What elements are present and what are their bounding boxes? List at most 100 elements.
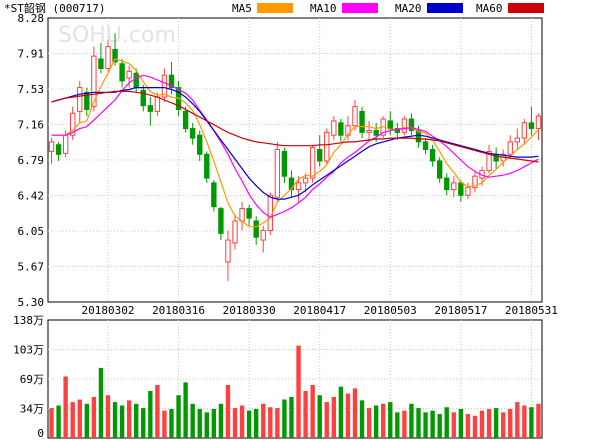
volume-bar bbox=[282, 399, 287, 438]
date-tick-label: 20180417 bbox=[293, 304, 346, 317]
candle-body bbox=[126, 70, 132, 79]
volume-tick-label: 0 bbox=[37, 427, 44, 440]
volume-bar bbox=[119, 405, 125, 438]
candle bbox=[246, 204, 252, 226]
volume-bar bbox=[416, 408, 421, 438]
candle-body bbox=[366, 129, 372, 133]
legend-swatch-ma5 bbox=[257, 3, 293, 13]
price-tick-label: 5.67 bbox=[18, 261, 45, 274]
candle-body bbox=[352, 106, 358, 127]
volume-bar bbox=[508, 408, 513, 438]
candle bbox=[528, 106, 535, 136]
candle-body bbox=[324, 131, 330, 162]
price-tick-label: 8.28 bbox=[18, 12, 45, 25]
volume-bar bbox=[275, 408, 280, 438]
volume-bar bbox=[183, 382, 188, 438]
volume-bar bbox=[430, 410, 435, 438]
volume-bar bbox=[366, 408, 372, 438]
candle bbox=[359, 106, 365, 139]
volume-bar bbox=[134, 403, 139, 438]
candle-body bbox=[507, 141, 513, 155]
volume-bar bbox=[324, 402, 329, 438]
candle-body bbox=[274, 149, 281, 198]
candle-body bbox=[288, 177, 295, 191]
candle bbox=[288, 170, 295, 198]
candle bbox=[161, 68, 168, 102]
candle bbox=[535, 113, 542, 140]
candle bbox=[352, 99, 358, 131]
candle bbox=[140, 84, 146, 112]
candle-body bbox=[55, 144, 62, 155]
candle-body bbox=[197, 134, 203, 155]
candle bbox=[84, 87, 90, 117]
candle-body bbox=[514, 137, 520, 143]
candle bbox=[436, 157, 443, 183]
volume-bar bbox=[352, 388, 358, 438]
candle bbox=[211, 180, 217, 212]
volume-bar bbox=[437, 414, 442, 438]
volume-bar bbox=[338, 386, 344, 438]
legend-swatch-ma20 bbox=[427, 3, 463, 13]
date-tick-label: 20180302 bbox=[81, 304, 134, 317]
price-axis: 8.28 7.91 7.53 7.16 6.79 6.42 6.05 5.67 5.30 bbox=[18, 12, 45, 309]
volume-bar bbox=[317, 395, 322, 438]
candle-body bbox=[147, 105, 154, 112]
candle bbox=[147, 97, 154, 126]
volume-bar bbox=[409, 403, 414, 438]
candle bbox=[324, 128, 330, 164]
volume-bar bbox=[423, 412, 428, 438]
candle-body bbox=[394, 128, 401, 133]
volume-bar bbox=[105, 395, 111, 438]
candle-body bbox=[302, 177, 309, 184]
candle-body bbox=[98, 58, 104, 70]
candle bbox=[260, 225, 266, 253]
candle bbox=[493, 147, 499, 169]
volume-bar bbox=[529, 407, 534, 438]
candle bbox=[48, 138, 55, 164]
volume-bar bbox=[268, 407, 273, 438]
candle bbox=[422, 138, 429, 155]
candle-body bbox=[458, 182, 464, 196]
volume-bar bbox=[218, 403, 224, 438]
legend-label-ma20: MA20 bbox=[395, 2, 422, 15]
volume-bar bbox=[500, 412, 506, 438]
candle bbox=[168, 61, 175, 95]
ma-line-ma10 bbox=[51, 74, 539, 218]
candle-body bbox=[232, 220, 238, 244]
legend-swatch-ma10 bbox=[342, 3, 378, 13]
candle bbox=[429, 144, 436, 167]
volume-bar bbox=[451, 412, 456, 438]
candle-body bbox=[253, 220, 259, 238]
date-tick-label: 20180517 bbox=[434, 304, 487, 317]
chart-header: *ST韶钢 (000717) MA5 MA10 MA20 MA60 bbox=[4, 1, 544, 15]
candle bbox=[401, 116, 408, 136]
candlesticks bbox=[48, 33, 542, 282]
volume-bar bbox=[232, 408, 238, 438]
candle-body bbox=[451, 182, 457, 191]
candle-body bbox=[281, 150, 288, 177]
volume-bar bbox=[536, 403, 541, 438]
price-tick-label: 6.79 bbox=[18, 154, 45, 167]
candle-body bbox=[535, 115, 542, 130]
volume-bar bbox=[211, 408, 217, 438]
legend-swatch-ma60 bbox=[508, 3, 544, 13]
candle bbox=[274, 141, 281, 202]
candle bbox=[55, 141, 62, 161]
price-tick-label: 7.16 bbox=[18, 119, 45, 132]
volume-bar bbox=[458, 408, 464, 438]
candle bbox=[366, 120, 372, 140]
volume-bar bbox=[197, 408, 202, 438]
candle-body bbox=[401, 118, 408, 133]
candle-body bbox=[387, 120, 393, 130]
ma-line-ma5 bbox=[51, 58, 539, 228]
candle-body bbox=[91, 55, 97, 108]
volume-bar bbox=[253, 408, 259, 438]
price-tick-label: 6.05 bbox=[18, 225, 45, 238]
candle-body bbox=[211, 182, 217, 208]
volume-bar bbox=[84, 403, 90, 438]
volume-bar bbox=[465, 414, 471, 438]
chart-title: *ST韶钢 (000717) bbox=[4, 1, 105, 15]
candle-body bbox=[189, 128, 196, 139]
date-tick-label: 20180531 bbox=[505, 304, 558, 317]
candle bbox=[451, 176, 457, 198]
